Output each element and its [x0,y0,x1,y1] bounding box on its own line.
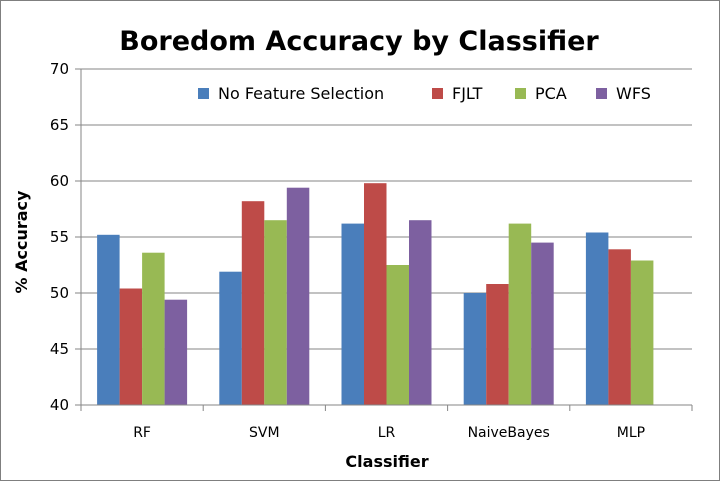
bar-pca-svm [264,220,287,405]
legend-swatch [432,88,443,99]
bar-no-feature-selection-naivebayes [463,293,487,405]
bar-no-feature-selection-lr [341,223,364,405]
legend-swatch [515,88,526,99]
x-tick-label: MLP [617,425,645,441]
chart-title: Boredom Accuracy by Classifier [119,26,599,57]
bar-fjlt-lr [364,183,387,405]
bar-fjlt-mlp [608,249,631,405]
bar-fjlt-naivebayes [486,284,509,405]
legend-swatch [596,88,607,99]
bar-wfs-naivebayes [531,242,554,405]
legend-swatch [198,88,209,99]
y-tick-label: 60 [50,172,69,190]
axes [80,69,693,411]
bar-wfs-rf [164,299,188,405]
legend: No Feature Selection FJLT PCA WFS [198,84,651,103]
y-tick-label: 55 [50,228,69,246]
legend-item-fjlt: FJLT [432,84,483,103]
x-tick-labels: RF SVM LR NaiveBayes MLP [133,425,645,441]
bar-pca-rf [142,252,165,405]
y-axis-title: % Accuracy [12,190,31,294]
bar-wfs-svm [286,187,310,405]
y-tick-label: 70 [50,60,69,78]
bars [97,183,654,405]
x-tick-label: SVM [249,425,280,441]
bar-pca-naivebayes [508,223,532,405]
bar-fjlt-rf [119,288,143,405]
legend-label: WFS [616,84,651,103]
x-tick-label: RF [133,425,151,441]
legend-item-pca: PCA [515,84,567,103]
bar-no-feature-selection-mlp [585,232,609,405]
bar-no-feature-selection-rf [97,234,120,405]
y-tick-labels: 40 45 50 55 60 65 70 [50,60,69,414]
x-tick-label: NaiveBayes [468,425,550,441]
legend-label: PCA [535,84,567,103]
legend-item-wfs: WFS [596,84,651,103]
y-tick-label: 50 [50,284,69,302]
y-tick-label: 65 [50,116,69,134]
legend-label: FJLT [452,84,483,103]
legend-item-no-feature-selection: No Feature Selection [198,84,384,103]
x-tick-label: LR [378,425,396,441]
x-axis-title: Classifier [345,452,428,471]
y-tick-label: 40 [50,396,69,414]
bar-no-feature-selection-svm [219,271,242,405]
bar-pca-mlp [630,260,654,405]
bar-fjlt-svm [241,201,265,405]
legend-label: No Feature Selection [218,84,384,103]
bar-wfs-lr [409,220,432,405]
bar-pca-lr [386,265,409,405]
y-tick-label: 45 [50,340,69,358]
